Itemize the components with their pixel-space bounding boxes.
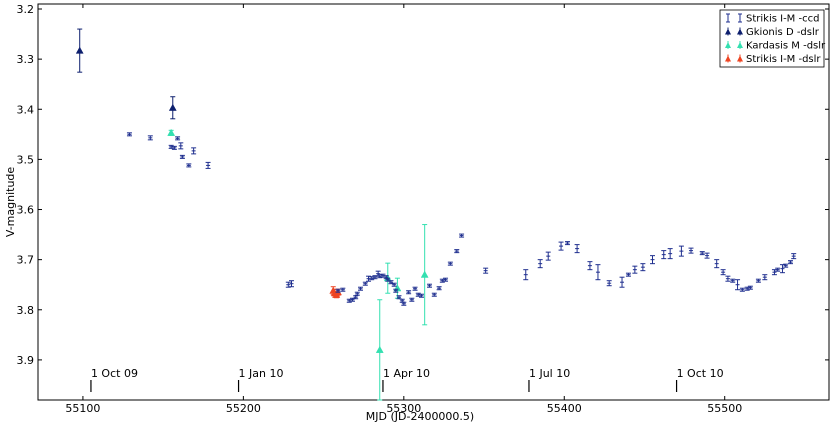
date-marker-label: 1 Jan 10: [239, 367, 284, 380]
legend-marker: [737, 55, 743, 62]
y-tick-label: 3.9: [17, 354, 35, 367]
legend-marker: [737, 42, 743, 48]
x-tick-label: 55400: [547, 402, 582, 415]
x-tick-label: 55200: [226, 402, 261, 415]
data-point: [167, 128, 176, 136]
date-marker-label: 1 Apr 10: [383, 367, 430, 380]
x-tick-label: 55500: [707, 402, 742, 415]
date-marker-label: 1 Oct 09: [91, 367, 138, 380]
y-tick-label: 3.4: [17, 103, 35, 116]
y-axis-title: V-magnitude: [4, 167, 17, 238]
series-0: [126, 132, 797, 306]
data-point: [168, 103, 177, 111]
data-point: [375, 345, 384, 353]
legend-label: Strikis I-M -ccd: [746, 14, 819, 25]
y-tick-label: 3.6: [17, 204, 35, 217]
date-markers: 1 Oct 09 1 Jan 10 1 Apr 10 1 Jul 10 1 Oct 10: [90, 367, 724, 392]
legend-label: Kardasis M -dslr: [746, 41, 826, 52]
legend-marker: [725, 55, 731, 62]
date-marker-label: 1 Jul 10: [529, 367, 570, 380]
legend-label: Strikis I-M -dslr: [746, 54, 821, 65]
y-tick-label: 3.3: [17, 53, 35, 66]
plot-area: [37, 3, 830, 401]
legend-marker: [737, 28, 743, 35]
data-point: [75, 46, 84, 54]
y-tick-label: 3.8: [17, 304, 35, 317]
legend-box: [719, 9, 825, 68]
series-1: [75, 28, 177, 120]
x-tick-label: 55100: [65, 402, 100, 415]
legend-marker: [725, 28, 731, 35]
y-tick-label: 3.7: [17, 254, 35, 267]
y-tick-label: 3.2: [17, 3, 35, 16]
date-marker-label: 1 Oct 10: [677, 367, 724, 380]
data-series: [75, 28, 797, 401]
legend-marker: [725, 42, 731, 48]
x-axis-title: MJD (JD-2400000.5): [366, 410, 474, 423]
y-tick-label: 3.5: [17, 153, 35, 166]
data-point: [420, 270, 429, 278]
y-axis-ticks: 3.2 3.3 3.4 3.5 3.6 3.7 3.8 3.9: [17, 3, 829, 367]
legend-label: Gkionis D -dslr: [746, 27, 820, 38]
x-tick-label: 55300: [386, 402, 421, 415]
x-axis-ticks: 55100 55200 55300 55400 55500: [65, 4, 742, 415]
legend: Strikis I-M -ccd Gkionis D -dslr Kardasis …: [719, 9, 826, 68]
